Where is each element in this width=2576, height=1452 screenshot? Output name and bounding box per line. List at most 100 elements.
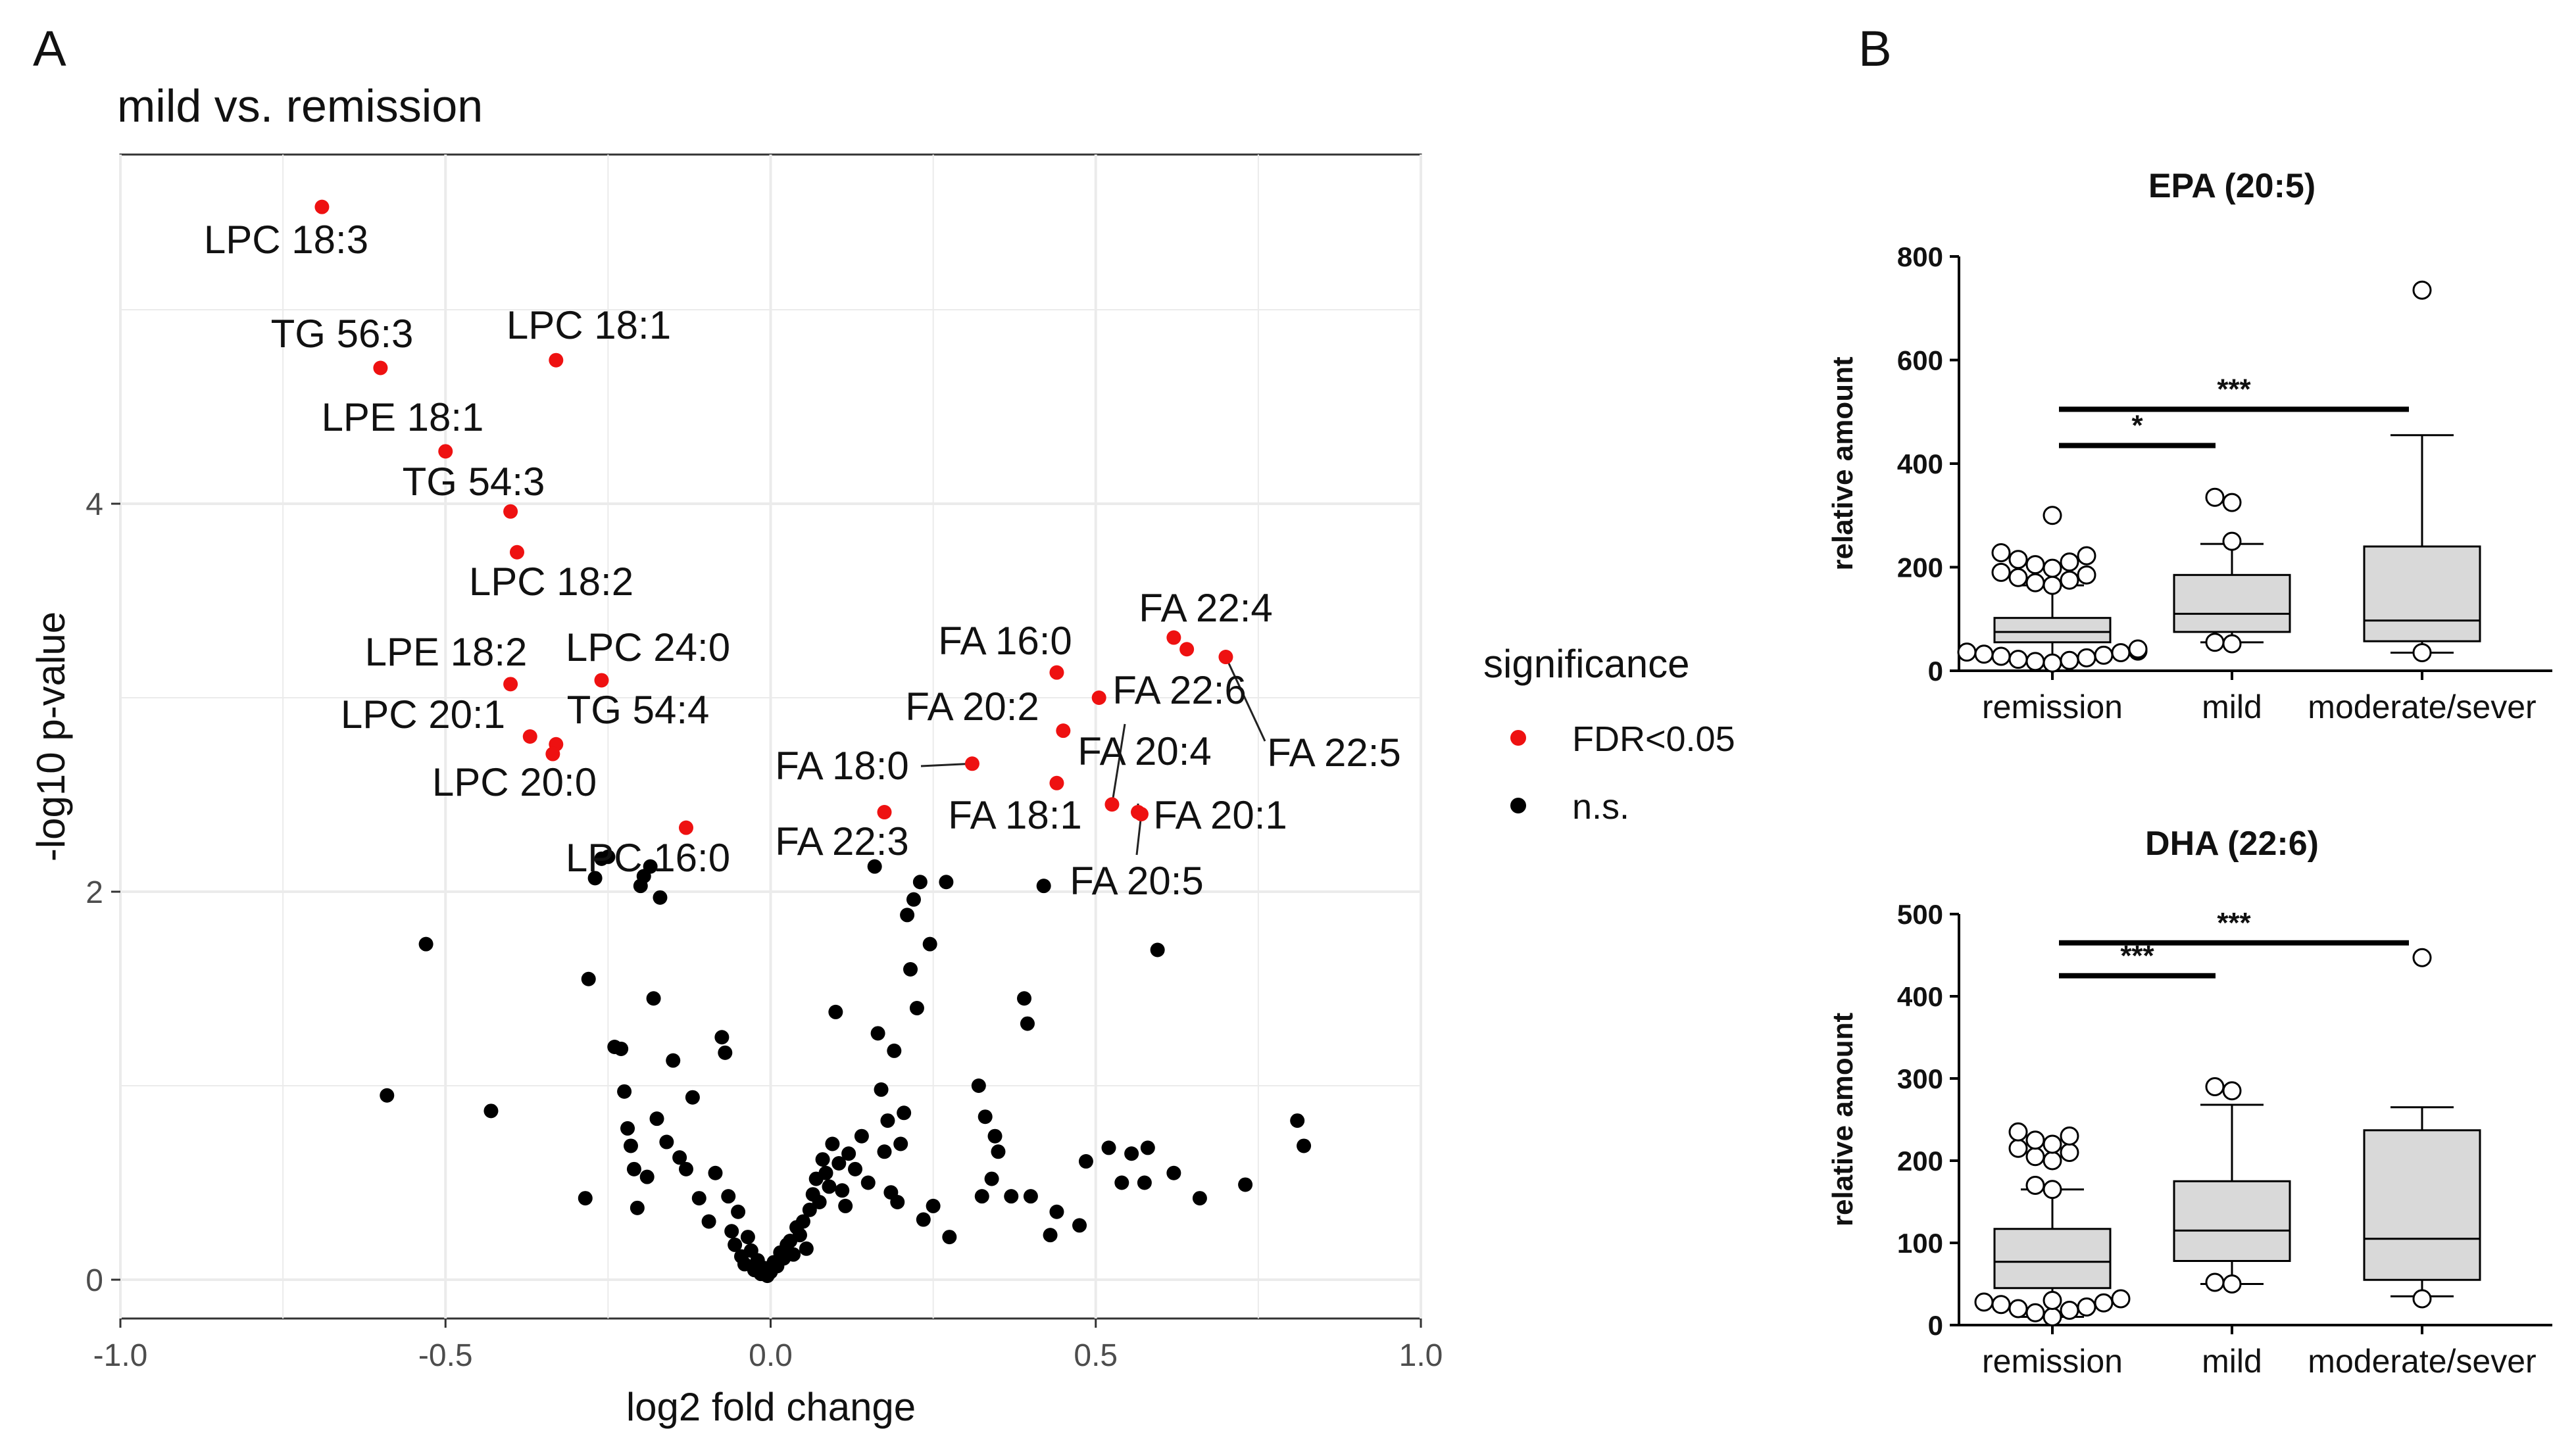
ns-point [916, 1212, 931, 1227]
outlier-point [2043, 1291, 2062, 1310]
ns-point [1238, 1177, 1253, 1192]
ns-point [672, 1150, 687, 1165]
point-label: FA 20:2 [905, 685, 1039, 729]
outlier-point [2043, 558, 2062, 578]
x-tick-label: 0.0 [749, 1338, 793, 1373]
ns-point [831, 1156, 847, 1171]
outlier-point [2222, 493, 2242, 512]
outlier-point [1991, 1295, 2011, 1315]
outlier-point [2043, 1180, 2062, 1199]
outlier-point [2077, 1297, 2096, 1317]
ns-point [1140, 1140, 1155, 1155]
significant-point [522, 729, 537, 744]
outlier-point [2025, 1176, 2045, 1195]
boxplot-title: DHA (22:6) [2145, 825, 2319, 863]
outlier-point [2008, 568, 2028, 587]
outlier-point [2025, 1303, 2045, 1322]
outlier-point [2222, 531, 2242, 551]
outlier-point [2008, 550, 2028, 569]
ns-point [724, 1224, 739, 1239]
outlier-point [2043, 653, 2062, 673]
significant-point [877, 805, 892, 820]
ns-point [1072, 1218, 1087, 1233]
outlier-point [2043, 506, 2062, 525]
x-tick-label: remission [1982, 1343, 2123, 1380]
significant-point [678, 820, 693, 835]
ns-point [1192, 1191, 1207, 1206]
ns-point [620, 1121, 635, 1136]
legend-title: significance [1483, 642, 1690, 686]
y-tick-label: 2 [86, 875, 103, 910]
ns-point [623, 1138, 638, 1153]
ns-point [887, 1043, 902, 1058]
y-tick-label: 800 [1897, 241, 1943, 272]
ns-point [1023, 1189, 1038, 1204]
ns-point [691, 1191, 706, 1206]
ns-point [1049, 1204, 1064, 1219]
ns-point [1020, 1016, 1035, 1031]
label-leader-line [920, 762, 973, 767]
ns-point [578, 1191, 593, 1206]
point-label: FA 20:1 [1153, 793, 1287, 837]
box-iqr [2363, 545, 2481, 642]
x-tick-label: 0.5 [1074, 1338, 1118, 1373]
x-tick-label: remission [1982, 689, 2123, 725]
significance-stars: *** [2217, 907, 2251, 939]
box-iqr [2363, 1129, 2481, 1281]
point-label: FA 20:5 [1070, 859, 1204, 903]
significant-point [1056, 723, 1071, 738]
point-label: LPC 18:1 [507, 303, 671, 347]
outlier-point [2222, 634, 2242, 654]
volcano-title: mild vs. remission [117, 80, 483, 132]
ns-point [870, 1026, 885, 1041]
ns-point [867, 859, 882, 874]
ns-point [991, 1144, 1006, 1159]
ns-point [418, 936, 433, 952]
ns-point [909, 1001, 924, 1015]
ns-point [617, 1084, 632, 1099]
legend: significance FDR<0.05 n.s. [1483, 642, 1735, 827]
x-axis-label: log2 fold change [626, 1385, 916, 1429]
y-tick-label: 0 [1928, 1310, 1943, 1341]
ns-point [626, 1161, 641, 1176]
outlier-point [2412, 948, 2432, 967]
point-label: LPE 18:1 [322, 395, 484, 439]
point-label: FA 18:0 [775, 744, 909, 788]
point-label: FA 22:5 [1267, 731, 1401, 775]
significant-point [1133, 807, 1149, 821]
point-labels: LPC 18:3 TG 56:3 LPC 18:1 LPE 18:1 TG 54:3 LP… [204, 218, 1401, 903]
outlier-point [2094, 645, 2114, 665]
ns-point [708, 1165, 723, 1180]
ns-point [854, 1128, 869, 1144]
box-iqr [1993, 617, 2112, 644]
ns-point [721, 1189, 736, 1204]
significant-point [964, 756, 979, 771]
outlier-point [2205, 1272, 2225, 1292]
point-label: LPC 16:0 [566, 836, 730, 880]
ns-point [639, 1169, 655, 1184]
significant-point [509, 544, 524, 560]
outlier-point [2222, 1081, 2242, 1101]
ns-point [659, 1134, 674, 1150]
ns-point [848, 1161, 863, 1176]
significance-stars: *** [2217, 373, 2251, 405]
y-tick-label: 100 [1897, 1228, 1943, 1259]
dha-boxplot: DHA (22:6) 0 100 200 300 400 500 relative amoun… [1827, 825, 2552, 1380]
ns-point [630, 1200, 645, 1215]
outlier-point [2043, 1151, 2062, 1171]
panel-letter-a: A [33, 21, 66, 77]
x-tick-label: mild [2202, 1343, 2262, 1380]
ns-points [380, 849, 1312, 1284]
ns-point [740, 1230, 755, 1245]
outlier-point [2412, 642, 2432, 662]
ns-point [822, 1179, 837, 1194]
ns-point [1114, 1175, 1129, 1190]
outlier-point [2077, 565, 2096, 585]
legend-label-ns: n.s. [1572, 787, 1629, 827]
significant-point [1104, 797, 1120, 812]
y-tick-label: 200 [1897, 1146, 1943, 1176]
significant-point [314, 199, 330, 214]
ns-point [860, 1175, 876, 1190]
y-tick-label: 200 [1897, 552, 1943, 583]
